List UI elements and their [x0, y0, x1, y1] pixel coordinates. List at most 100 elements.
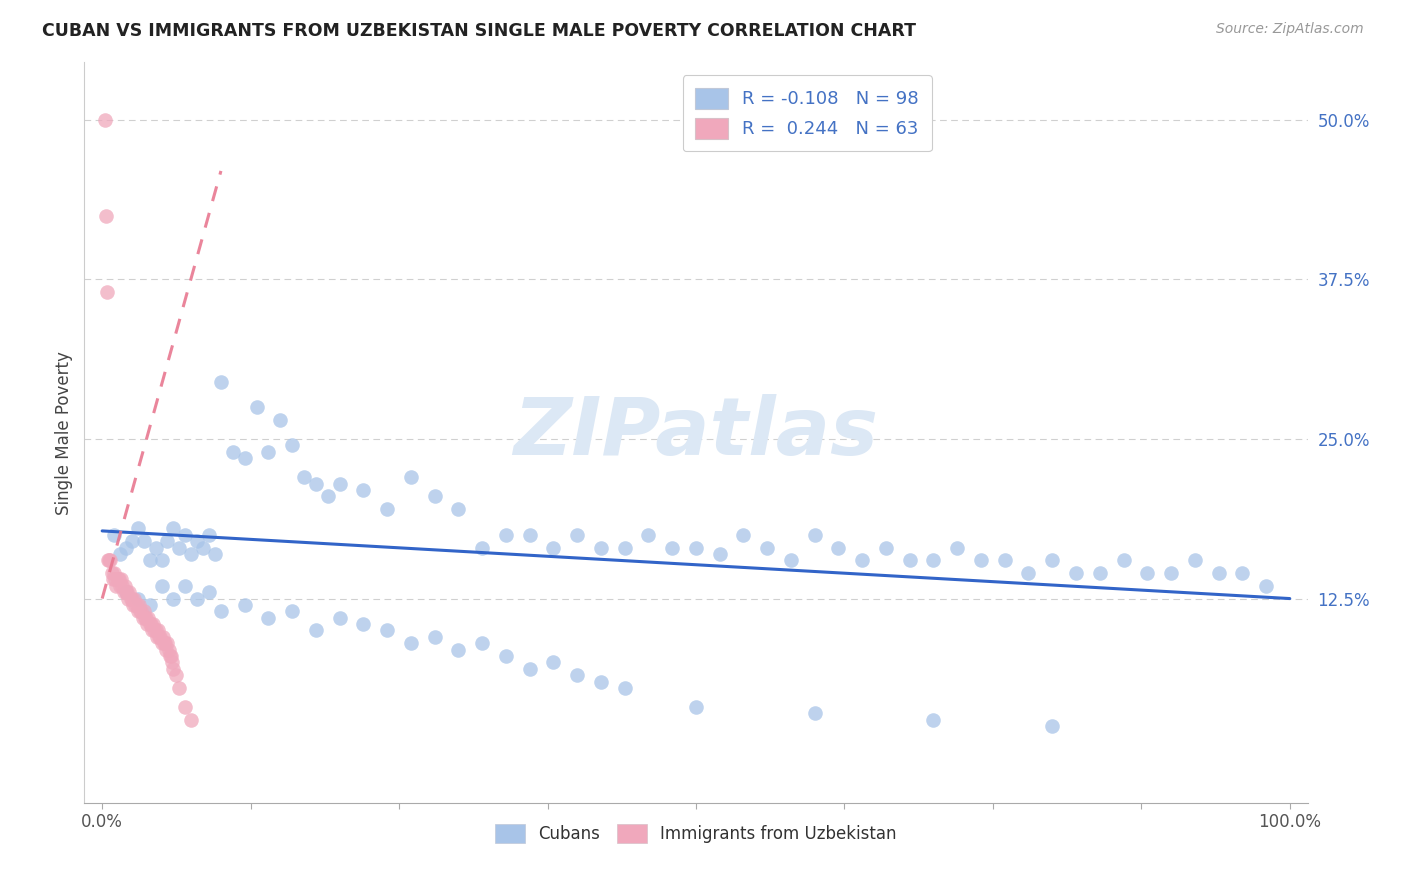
Point: [589, 674, 612, 689]
Point: [127, 521, 149, 535]
Point: [543, 656, 565, 670]
Point: [399, 470, 422, 484]
Point: [131, 611, 153, 625]
Point: [98, 553, 121, 567]
Point: [180, 547, 202, 561]
Point: [447, 642, 470, 657]
Point: [637, 527, 659, 541]
Point: [142, 617, 165, 632]
Point: [352, 617, 374, 632]
Point: [204, 547, 226, 561]
Point: [122, 598, 145, 612]
Point: [851, 553, 873, 567]
Point: [209, 604, 232, 618]
Point: [186, 591, 208, 606]
Point: [613, 681, 636, 695]
Point: [191, 541, 214, 555]
Point: [519, 662, 541, 676]
Point: [131, 604, 153, 618]
Point: [108, 547, 131, 561]
Point: [152, 630, 174, 644]
Point: [589, 541, 612, 555]
Point: [946, 541, 969, 555]
Point: [1040, 719, 1063, 733]
Point: [155, 642, 177, 657]
Point: [1040, 553, 1063, 567]
Point: [150, 553, 173, 567]
Point: [149, 630, 172, 644]
Point: [134, 611, 156, 625]
Point: [245, 400, 267, 414]
Point: [115, 541, 138, 555]
Point: [803, 527, 825, 541]
Point: [898, 553, 921, 567]
Point: [257, 444, 280, 458]
Point: [1088, 566, 1111, 580]
Point: [567, 668, 589, 682]
Point: [1184, 553, 1206, 567]
Point: [685, 700, 707, 714]
Point: [135, 611, 157, 625]
Point: [970, 553, 993, 567]
Point: [292, 470, 315, 484]
Point: [103, 566, 125, 580]
Point: [160, 648, 183, 663]
Point: [139, 617, 162, 632]
Point: [101, 573, 124, 587]
Point: [129, 604, 152, 618]
Point: [174, 527, 197, 541]
Point: [756, 541, 779, 555]
Point: [922, 553, 945, 567]
Point: [145, 624, 167, 638]
Point: [875, 541, 897, 555]
Point: [156, 534, 179, 549]
Point: [399, 636, 422, 650]
Point: [114, 579, 136, 593]
Point: [100, 566, 122, 580]
Y-axis label: Single Male Poverty: Single Male Poverty: [55, 351, 73, 515]
Point: [233, 451, 256, 466]
Point: [180, 713, 202, 727]
Point: [111, 579, 134, 593]
Point: [115, 585, 138, 599]
Point: [132, 604, 155, 618]
Point: [827, 541, 849, 555]
Point: [121, 534, 143, 549]
Point: [122, 591, 145, 606]
Point: [104, 573, 127, 587]
Point: [423, 490, 446, 504]
Point: [305, 624, 328, 638]
Point: [994, 553, 1017, 567]
Point: [186, 534, 208, 549]
Point: [198, 527, 221, 541]
Point: [103, 527, 125, 541]
Point: [94, 209, 117, 223]
Point: [1136, 566, 1159, 580]
Point: [375, 502, 398, 516]
Point: [1112, 553, 1135, 567]
Point: [495, 648, 517, 663]
Point: [115, 585, 138, 599]
Point: [136, 617, 159, 632]
Point: [127, 591, 149, 606]
Point: [329, 611, 352, 625]
Point: [120, 591, 142, 606]
Point: [146, 630, 169, 644]
Point: [174, 579, 197, 593]
Point: [107, 573, 129, 587]
Point: [471, 636, 494, 650]
Point: [329, 476, 352, 491]
Point: [138, 553, 160, 567]
Text: CUBAN VS IMMIGRANTS FROM UZBEKISTAN SINGLE MALE POVERTY CORRELATION CHART: CUBAN VS IMMIGRANTS FROM UZBEKISTAN SING…: [42, 22, 917, 40]
Point: [138, 611, 160, 625]
Point: [117, 591, 139, 606]
Point: [146, 624, 169, 638]
Point: [709, 547, 731, 561]
Point: [198, 585, 221, 599]
Point: [165, 668, 187, 682]
Point: [1160, 566, 1182, 580]
Point: [613, 541, 636, 555]
Point: [124, 598, 146, 612]
Text: ZIPatlas: ZIPatlas: [513, 393, 879, 472]
Point: [145, 541, 167, 555]
